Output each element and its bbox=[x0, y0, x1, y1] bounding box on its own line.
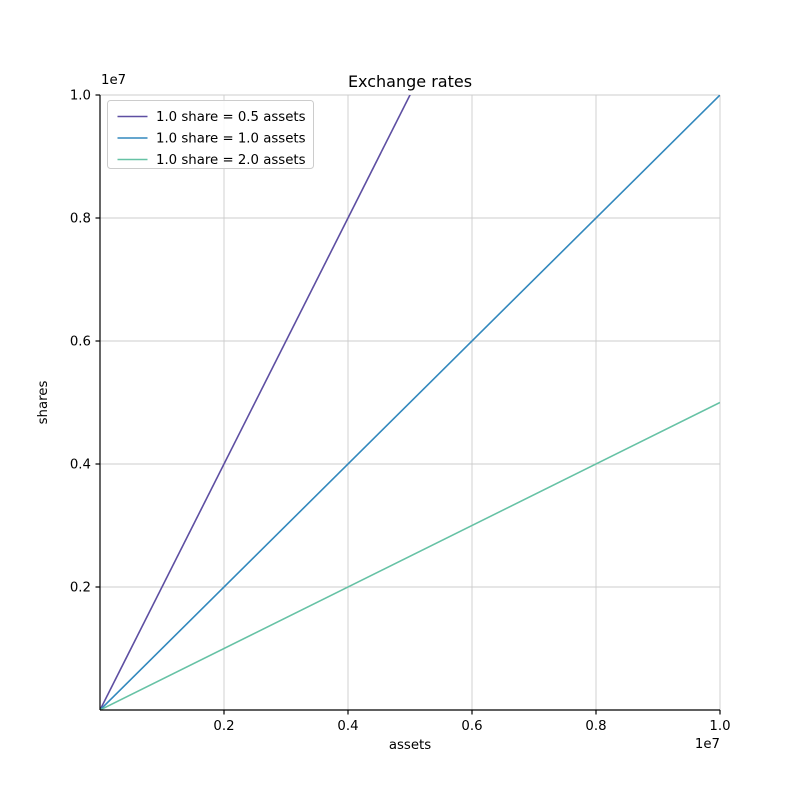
y-tick-label-0: 0.2 bbox=[70, 581, 91, 596]
legend: 1.0 share = 0.5 assets 1.0 share = 1.0 as… bbox=[107, 100, 314, 169]
x-tick-label-1: 0.4 bbox=[337, 719, 358, 734]
legend-box bbox=[107, 100, 314, 169]
x-axis-offset-text: 1e7 bbox=[695, 737, 720, 752]
y-tick-label-1: 0.4 bbox=[70, 458, 91, 473]
x-tick-label-0: 0.2 bbox=[213, 719, 234, 734]
x-tick-label-3: 0.8 bbox=[585, 719, 606, 734]
x-axis-label: assets bbox=[389, 738, 431, 753]
series-line-1 bbox=[100, 95, 720, 710]
series-line-0 bbox=[100, 95, 411, 710]
legend-label-2: 1.0 share = 2.0 assets bbox=[156, 153, 306, 168]
y-tick-label-3: 0.8 bbox=[70, 212, 91, 227]
legend-label-1: 1.0 share = 1.0 assets bbox=[156, 132, 306, 147]
x-tick-label-2: 0.6 bbox=[461, 719, 482, 734]
y-axis-offset-text: 1e7 bbox=[101, 73, 126, 88]
x-tick-label-4: 1.0 bbox=[709, 719, 730, 734]
series-line-2 bbox=[100, 401, 720, 710]
y-tick-label-2: 0.6 bbox=[70, 335, 91, 350]
y-axis-label: shares bbox=[36, 381, 51, 425]
y-tick-label-4: 1.0 bbox=[70, 89, 91, 104]
chart-title: Exchange rates bbox=[348, 72, 472, 91]
legend-label-0: 1.0 share = 0.5 assets bbox=[156, 110, 306, 125]
